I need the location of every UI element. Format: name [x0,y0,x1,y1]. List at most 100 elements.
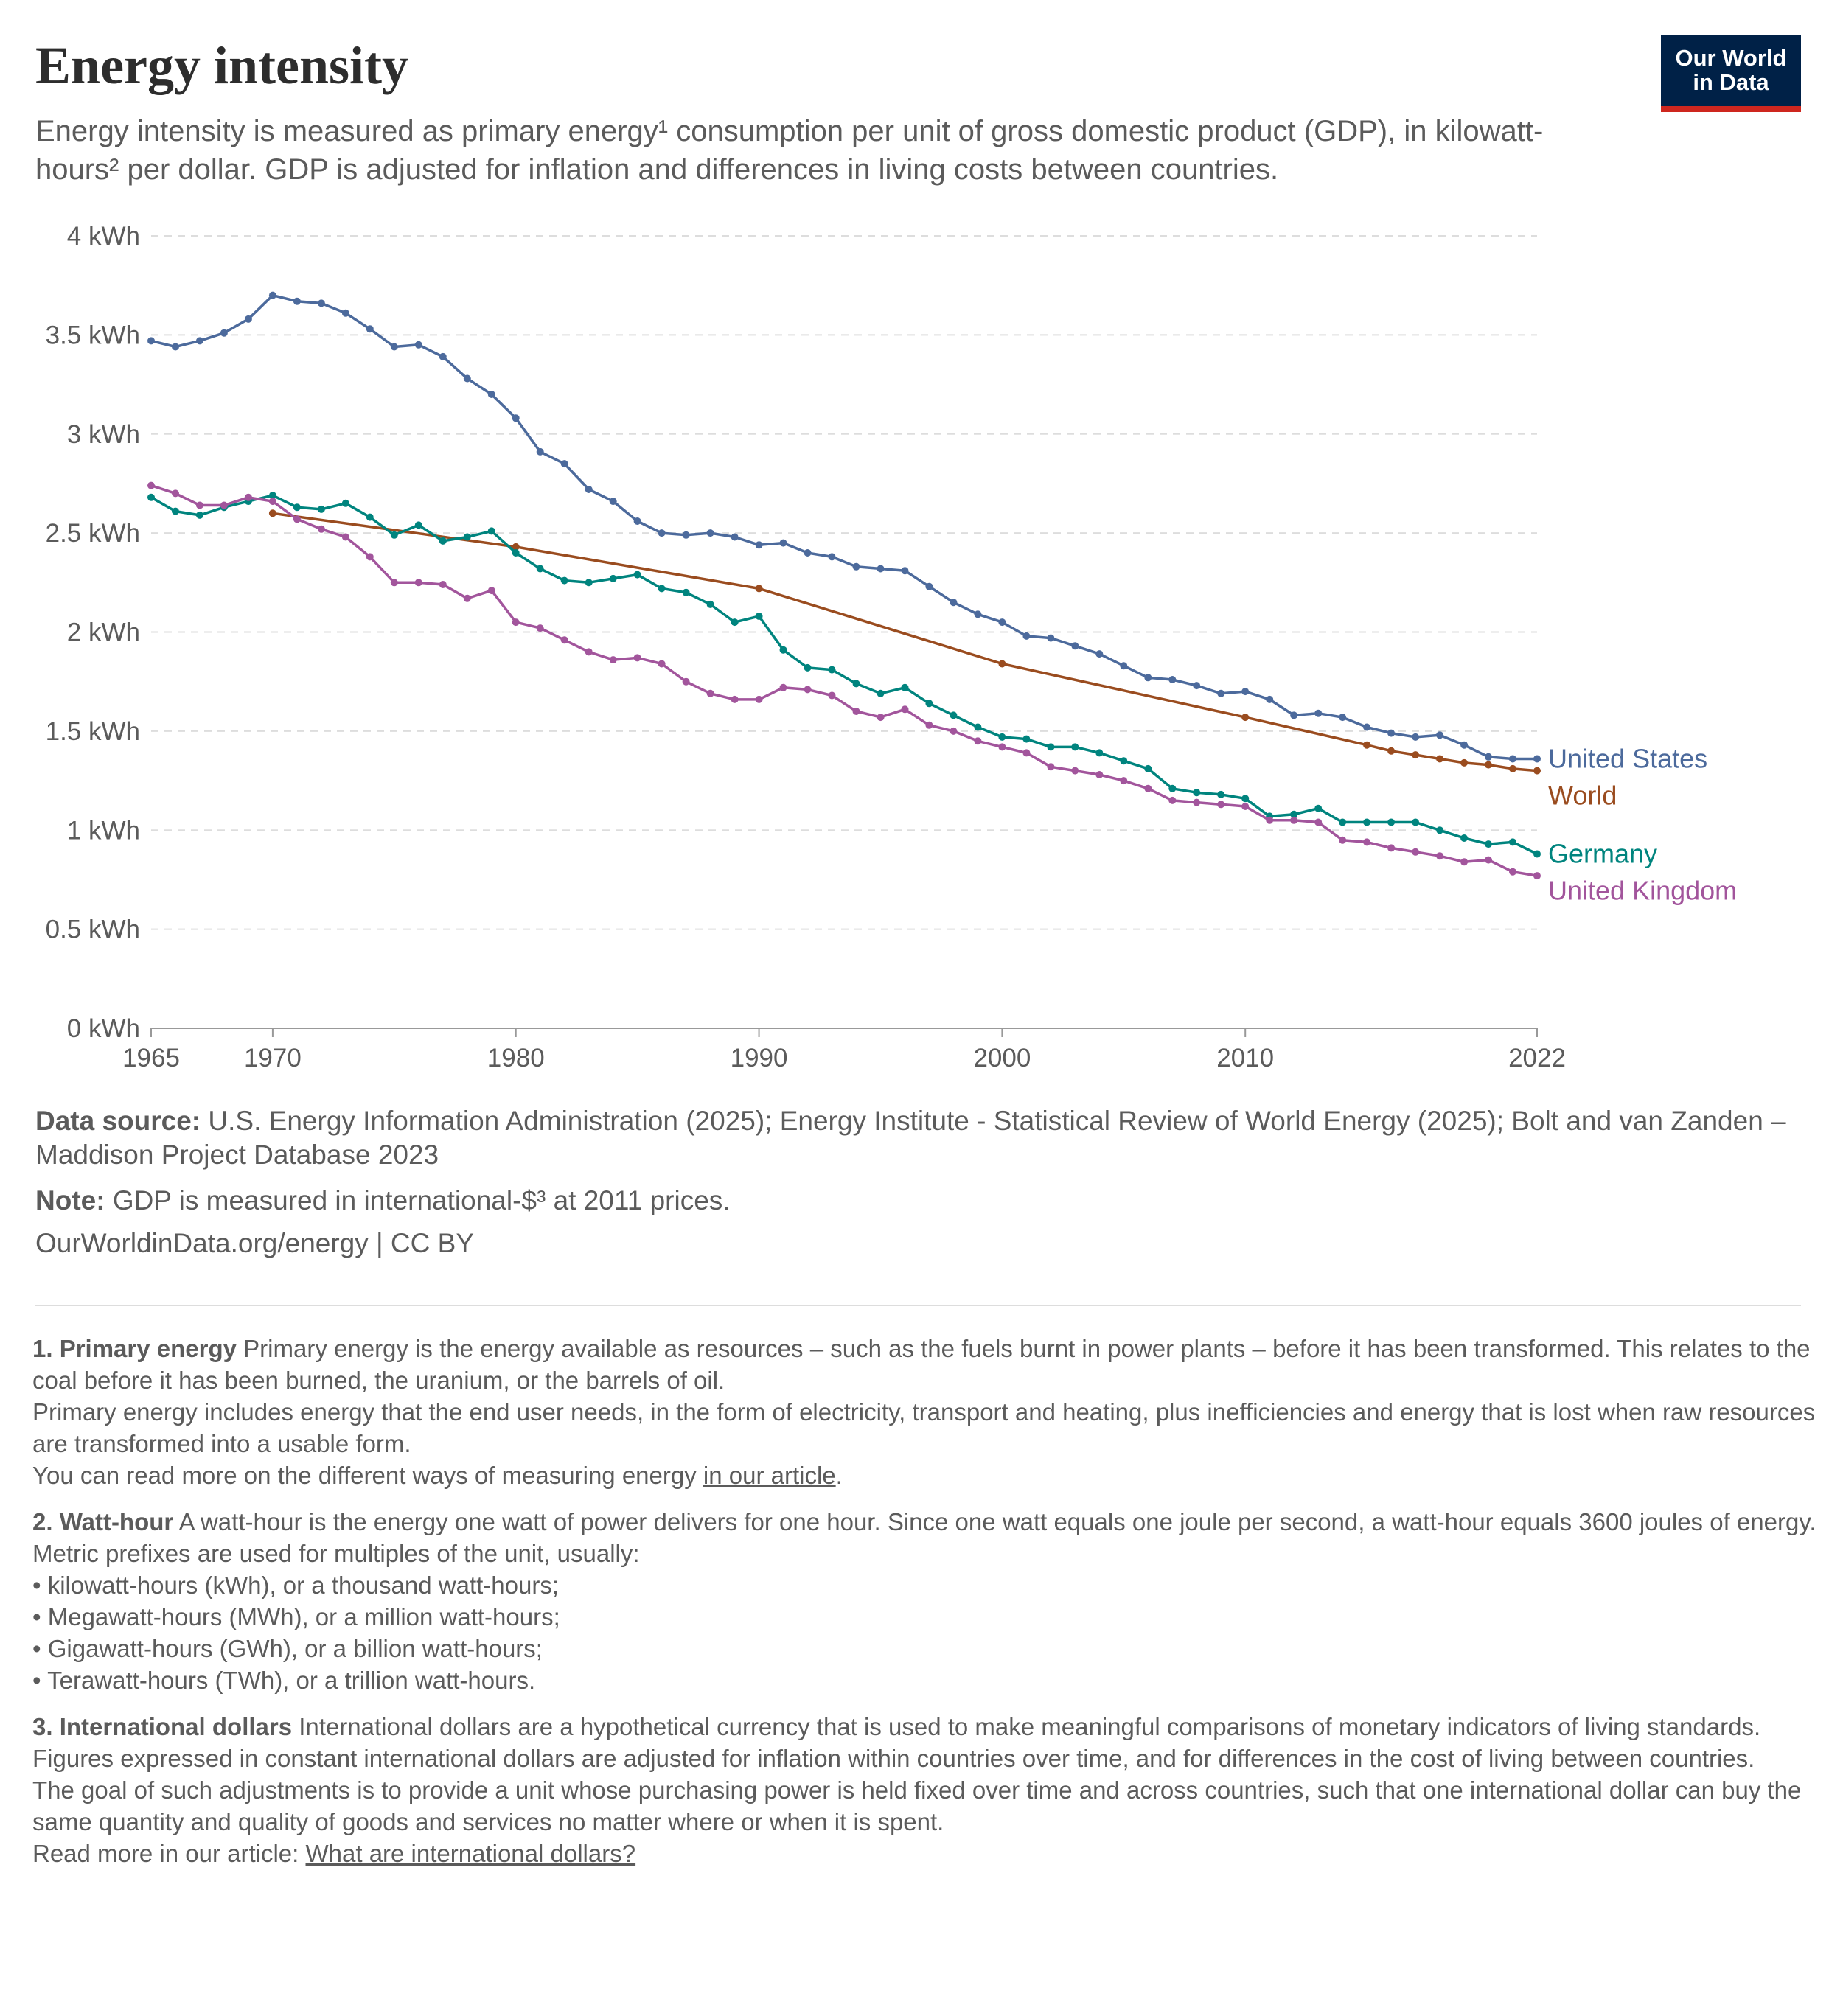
data-point-united-states[interactable] [390,343,398,351]
data-point-united-kingdom[interactable] [1509,868,1516,876]
data-point-germany[interactable] [463,533,471,541]
data-point-united-states[interactable] [901,567,909,575]
data-point-united-states[interactable] [1387,729,1396,737]
data-point-germany[interactable] [1314,804,1323,812]
data-point-united-states[interactable] [1412,733,1420,741]
data-point-united-kingdom[interactable] [1168,796,1177,804]
data-point-united-states[interactable] [731,533,739,541]
data-point-world[interactable] [1387,747,1396,755]
data-point-united-states[interactable] [706,529,714,537]
data-point-united-states[interactable] [463,374,471,383]
data-point-united-states[interactable] [1266,695,1274,703]
data-point-germany[interactable] [1290,810,1298,818]
data-point-world[interactable] [268,509,276,517]
data-point-germany[interactable] [1047,743,1055,751]
data-point-united-states[interactable] [585,486,593,493]
data-point-united-states[interactable] [828,553,836,561]
data-point-united-kingdom[interactable] [1339,836,1347,844]
data-point-united-states[interactable] [1314,709,1323,717]
data-point-germany[interactable] [852,680,860,688]
data-point-germany[interactable] [950,711,958,719]
data-point-united-kingdom[interactable] [1363,838,1371,846]
data-point-united-states[interactable] [1144,674,1152,682]
data-point-united-kingdom[interactable] [414,579,422,587]
data-point-united-kingdom[interactable] [512,618,520,627]
primary-energy-article-link[interactable]: in our article [703,1462,836,1489]
data-point-united-states[interactable] [560,460,568,468]
data-point-united-kingdom[interactable] [804,686,812,694]
series-label-world[interactable]: World [1548,781,1617,811]
series-line-world[interactable] [272,512,1538,772]
data-point-united-kingdom[interactable] [244,493,252,501]
data-point-united-kingdom[interactable] [147,481,155,489]
data-point-germany[interactable] [1241,795,1250,803]
data-point-united-states[interactable] [877,565,885,573]
data-point-united-states[interactable] [439,352,447,360]
data-point-united-states[interactable] [1460,741,1469,749]
data-point-germany[interactable] [1460,834,1469,842]
data-point-united-states[interactable] [779,539,787,547]
data-point-united-kingdom[interactable] [1314,818,1323,826]
data-point-united-states[interactable] [1509,755,1516,763]
data-point-germany[interactable] [585,579,593,587]
series-label-united-kingdom[interactable]: United Kingdom [1548,876,1737,906]
data-point-united-kingdom[interactable] [828,691,836,700]
data-point-germany[interactable] [1509,838,1516,846]
data-point-united-kingdom[interactable] [196,501,203,509]
data-point-united-states[interactable] [487,391,495,398]
data-point-germany[interactable] [1071,743,1079,751]
data-point-germany[interactable] [293,503,301,512]
data-point-united-kingdom[interactable] [706,689,714,697]
data-point-united-states[interactable] [147,337,155,345]
data-point-united-states[interactable] [950,599,958,607]
data-point-united-kingdom[interactable] [731,695,739,703]
data-point-germany[interactable] [658,585,666,593]
international-dollars-article-link[interactable]: What are international dollars? [305,1840,636,1867]
data-point-united-kingdom[interactable] [1241,803,1250,810]
data-point-united-states[interactable] [974,610,982,618]
data-point-united-kingdom[interactable] [1095,771,1104,778]
data-point-united-kingdom[interactable] [1120,777,1128,785]
data-point-germany[interactable] [560,576,568,585]
data-point-germany[interactable] [536,565,544,573]
data-point-united-kingdom[interactable] [220,501,228,509]
data-point-world[interactable] [1509,764,1516,772]
data-point-united-kingdom[interactable] [609,656,617,664]
data-point-germany[interactable] [755,613,763,620]
data-point-united-kingdom[interactable] [852,708,860,715]
data-point-united-kingdom[interactable] [1290,816,1298,824]
data-point-germany[interactable] [390,531,398,539]
data-point-united-states[interactable] [998,618,1006,627]
data-point-united-kingdom[interactable] [1387,844,1396,852]
data-point-germany[interactable] [317,505,325,513]
data-point-united-states[interactable] [1436,731,1444,739]
data-point-germany[interactable] [1387,818,1396,826]
data-point-germany[interactable] [1412,818,1420,826]
data-point-germany[interactable] [633,571,641,579]
data-point-united-kingdom[interactable] [439,581,447,588]
data-point-world[interactable] [755,585,763,593]
data-point-germany[interactable] [341,499,349,507]
data-point-united-kingdom[interactable] [366,553,374,561]
data-point-germany[interactable] [147,493,155,501]
data-point-united-kingdom[interactable] [877,714,885,722]
data-point-united-kingdom[interactable] [293,515,301,523]
data-point-united-kingdom[interactable] [1460,858,1469,866]
data-point-united-kingdom[interactable] [1412,848,1420,856]
data-point-germany[interactable] [172,507,179,515]
data-point-united-kingdom[interactable] [585,648,593,656]
data-point-united-kingdom[interactable] [317,525,325,533]
data-point-germany[interactable] [804,663,812,672]
data-point-germany[interactable] [1120,757,1128,765]
data-point-germany[interactable] [1217,790,1225,798]
data-point-united-states[interactable] [1217,689,1225,697]
data-point-united-states[interactable] [1241,688,1250,696]
data-point-united-states[interactable] [1339,714,1347,722]
data-point-world[interactable] [1436,755,1444,763]
data-point-germany[interactable] [1339,818,1347,826]
data-point-united-kingdom[interactable] [1436,852,1444,860]
data-point-germany[interactable] [1144,764,1152,772]
data-point-united-states[interactable] [1022,632,1031,640]
data-point-united-states[interactable] [1193,682,1201,690]
data-point-united-states[interactable] [1290,711,1298,719]
